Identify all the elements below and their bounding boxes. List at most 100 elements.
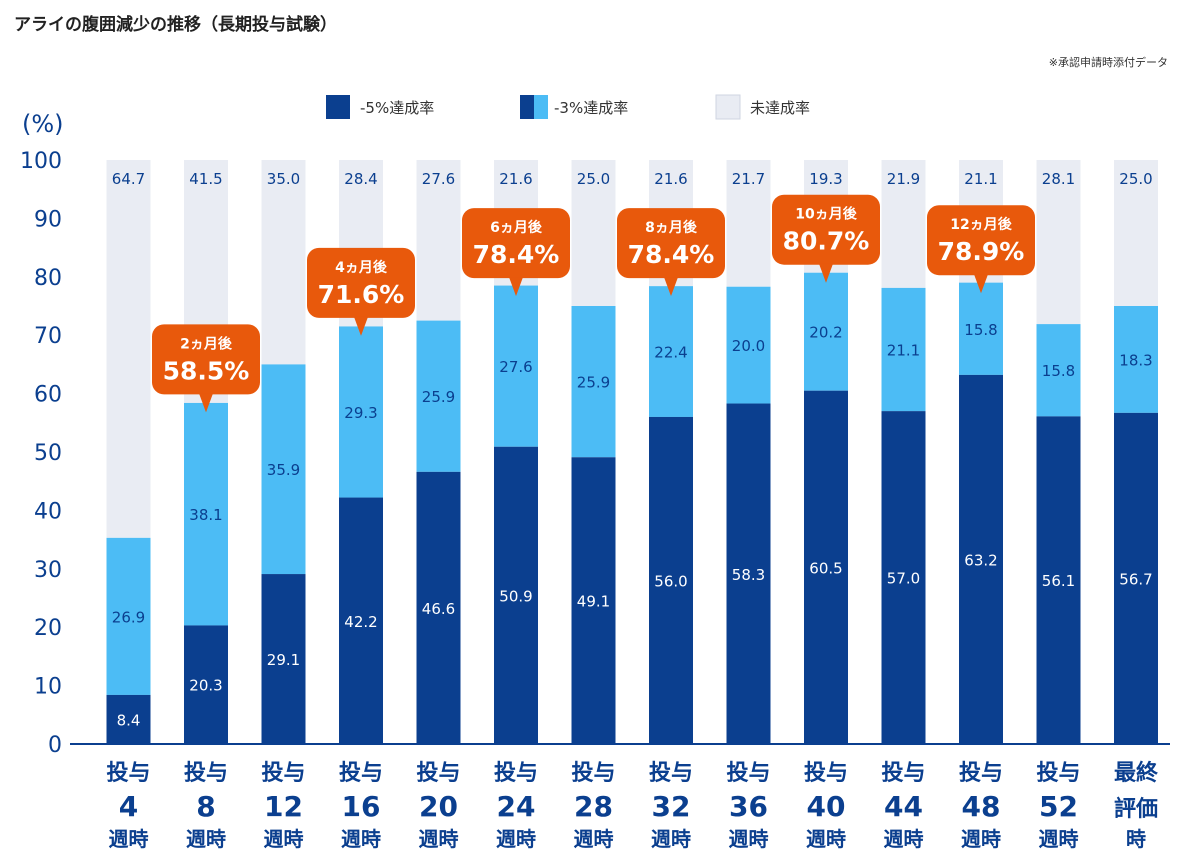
bar-rest-2 — [261, 160, 306, 365]
x-category-top-10: 投与 — [881, 761, 925, 786]
bar-three-1 — [184, 402, 228, 626]
y-tick-label-30: 30 — [34, 558, 62, 583]
x-category-num-10: 44 — [884, 790, 923, 823]
data-label-rest-0: 64.7 — [112, 170, 145, 188]
y-tick-label-40: 40 — [34, 499, 62, 524]
bar-three-0 — [106, 537, 151, 695]
x-category-num-5: 24 — [497, 790, 536, 823]
x-category-num-0: 4 — [119, 790, 138, 823]
data-label-five-9: 60.5 — [809, 559, 842, 577]
callout-11: 12ヵ月後 78.9% — [927, 205, 1035, 294]
bar-five-8 — [726, 403, 771, 744]
bar-three-6 — [571, 306, 616, 458]
data-label-rest-12: 28.1 — [1042, 170, 1075, 188]
y-tick-label-0: 0 — [48, 733, 62, 758]
x-category-num-11: 48 — [962, 790, 1001, 823]
data-label-rest-9: 19.3 — [809, 170, 842, 188]
data-label-three-12: 15.8 — [1042, 362, 1075, 380]
x-category-bottom-12: 週時 — [1039, 827, 1079, 851]
x-category-top-3: 投与 — [339, 761, 383, 786]
x-category-bottom-6: 週時 — [574, 827, 614, 851]
data-label-three-7: 22.4 — [654, 344, 687, 362]
x-category-num-7: 32 — [652, 790, 691, 823]
callout-value-1: 58.5% — [163, 356, 250, 385]
callout-box-3 — [307, 247, 415, 318]
bar-rest-0 — [106, 160, 151, 538]
bar-three-2 — [261, 364, 306, 575]
legend-swatch-rest — [715, 94, 741, 120]
bar-three-9 — [804, 272, 848, 391]
bar-three-12 — [1036, 324, 1081, 417]
legend-swatch-dark — [520, 95, 534, 119]
callout-period-9: 10ヵ月後 — [795, 206, 857, 223]
data-label-five-13: 56.7 — [1119, 570, 1152, 588]
y-tick-label-100: 100 — [20, 149, 62, 174]
callout-pointer-7 — [664, 277, 678, 297]
callout-period-11: 12ヵ月後 — [950, 216, 1012, 233]
x-category-bottom-9: 週時 — [806, 827, 846, 851]
callout-value-7: 78.4% — [628, 240, 715, 269]
data-source-note: ※承認申請時添付データ — [1049, 55, 1168, 69]
data-label-rest-13: 25.0 — [1119, 170, 1152, 188]
x-category-bottom-13: 時 — [1126, 827, 1146, 851]
data-label-three-13: 18.3 — [1119, 351, 1152, 369]
x-category-top-5: 投与 — [494, 761, 538, 786]
callout-pointer-1 — [199, 393, 213, 413]
bar-three-13 — [1114, 306, 1158, 413]
data-label-rest-4: 27.6 — [422, 170, 455, 188]
x-category-num-3: 16 — [342, 790, 381, 823]
x-category-top-1: 投与 — [184, 761, 228, 786]
callout-value-9: 80.7% — [783, 227, 870, 256]
x-category-top-12: 投与 — [1036, 761, 1080, 786]
data-label-five-10: 57.0 — [887, 570, 920, 588]
bar-three-10 — [881, 287, 926, 412]
callout-value-11: 78.9% — [938, 237, 1025, 266]
bar-rest-12 — [1036, 160, 1081, 325]
bar-five-5 — [494, 446, 538, 744]
bar-five-7 — [649, 416, 693, 744]
x-category-num-12: 52 — [1039, 790, 1078, 823]
data-label-rest-3: 28.4 — [344, 170, 377, 188]
x-category-bottom-4: 週時 — [419, 827, 459, 851]
data-label-five-11: 63.2 — [964, 551, 997, 569]
data-label-three-6: 25.9 — [577, 374, 610, 392]
legend-swatch-light — [534, 95, 548, 119]
callout-pointer-9 — [819, 263, 833, 283]
x-category-top-8: 投与 — [726, 761, 770, 786]
callout-period-5: 6ヵ月後 — [490, 219, 543, 236]
x-category-num-6: 28 — [574, 790, 613, 823]
callout-period-1: 2ヵ月後 — [180, 335, 233, 352]
data-label-rest-8: 21.7 — [732, 170, 765, 188]
bar-five-12 — [1036, 416, 1081, 744]
bar-three-7 — [649, 286, 693, 417]
data-label-five-1: 20.3 — [189, 677, 222, 695]
x-category-bottom-2: 週時 — [264, 827, 304, 851]
data-label-three-4: 25.9 — [422, 388, 455, 406]
x-category-top-11: 投与 — [959, 761, 1003, 786]
bar-rest-10 — [881, 160, 926, 288]
callout-period-7: 8ヵ月後 — [645, 219, 698, 236]
bar-three-5 — [494, 285, 538, 447]
legend: -5%達成率 -3%達成率 未達成率 — [326, 94, 810, 120]
x-category-num-13: 評価 — [1114, 796, 1158, 822]
x-category-top-13: 最終 — [1114, 760, 1159, 786]
data-label-five-8: 58.3 — [732, 566, 765, 584]
data-label-rest-7: 21.6 — [654, 170, 687, 188]
x-category-bottom-11: 週時 — [961, 827, 1001, 851]
x-category-num-2: 12 — [264, 790, 303, 823]
plot-area: 0 10 20 30 40 50 60 70 80 90 100 8.4 26.9 64.7 投与 4 週時 20… — [20, 149, 1170, 851]
bar-three-4 — [416, 320, 461, 472]
callout-pointer-3 — [354, 316, 368, 336]
data-label-rest-10: 21.9 — [887, 170, 920, 188]
callout-9: 10ヵ月後 80.7% — [772, 194, 880, 283]
chart-title: アライの腹囲減少の推移（長期投与試験） — [14, 14, 337, 35]
x-category-bottom-3: 週時 — [341, 827, 381, 851]
bar-three-11 — [959, 282, 1003, 375]
x-category-bottom-8: 週時 — [729, 827, 769, 851]
legend-label-rest: 未達成率 — [750, 99, 810, 117]
callout-5: 6ヵ月後 78.4% — [462, 208, 570, 297]
data-label-five-6: 49.1 — [577, 593, 610, 611]
bar-five-10 — [881, 411, 926, 744]
bar-rest-8 — [726, 160, 771, 287]
